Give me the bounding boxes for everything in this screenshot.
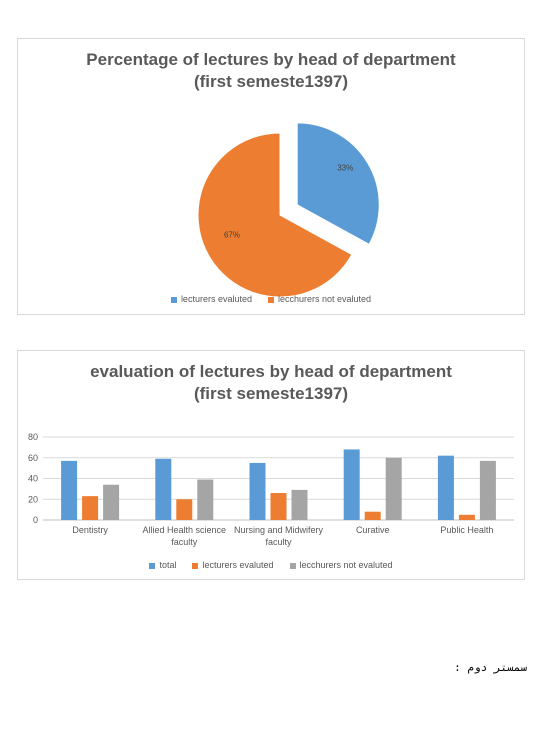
legend-label: lecturers evaluted <box>202 560 274 570</box>
x-category-label: Allied Health science faculty <box>143 525 227 547</box>
pie-legend: lecturers evaluted lecchurers not evalute… <box>18 294 524 304</box>
legend-swatch <box>192 562 199 569</box>
legend-entry: lecchurers not evaluted <box>267 294 372 304</box>
bar-chart-panel: evaluation of lectures by head of depart… <box>17 350 525 580</box>
pie-title-line: Percentage of lectures by head of depart… <box>86 50 456 69</box>
pie-subtitle-line: (first semeste1397) <box>193 72 349 91</box>
legend-entry: lecturers evaluted <box>192 560 274 570</box>
legend-swatch <box>149 562 156 569</box>
bar <box>249 462 266 520</box>
y-tick-label: 80 <box>28 432 38 442</box>
y-tick-label: 40 <box>28 474 38 484</box>
bar <box>103 484 120 520</box>
legend-label: lecchurers not evaluted <box>277 294 372 304</box>
bar <box>437 455 454 520</box>
legend-label: lecchurers not evaluted <box>299 560 393 570</box>
bar <box>364 511 381 520</box>
bar <box>197 479 214 520</box>
bar-chart-svg: 0 20 40 60 80 Dentistry Allied Health science f… <box>28 432 514 547</box>
bar <box>61 460 78 520</box>
pie-chart-title: Percentage of lectures by head of depart… <box>18 49 524 93</box>
bar-subtitle-line: (first semeste1397) <box>193 384 349 403</box>
x-category-label: Nursing and Midwifery faculty <box>234 525 324 547</box>
bar <box>291 489 308 520</box>
bar <box>82 496 99 520</box>
pie-data-label: 67% <box>224 230 240 239</box>
bar <box>458 514 475 520</box>
pie-slice-0 <box>296 122 380 246</box>
legend-swatch <box>170 296 177 303</box>
bar <box>270 493 287 520</box>
x-category-label: Dentistry <box>72 525 108 535</box>
y-tick-label: 20 <box>28 494 38 504</box>
bar <box>385 457 402 520</box>
legend-swatch <box>289 562 296 569</box>
y-tick-label: 60 <box>28 453 38 463</box>
x-category-label: Public Health <box>440 525 493 535</box>
bar-chart-title: evaluation of lectures by head of depart… <box>18 361 524 405</box>
pie-slice-1 <box>197 132 353 298</box>
bar <box>343 449 360 520</box>
bar <box>479 460 496 520</box>
bar <box>155 458 172 520</box>
pie-chart-panel: Percentage of lectures by head of depart… <box>17 38 525 315</box>
legend-label: lecturers evaluted <box>180 294 252 304</box>
bar-title-line: evaluation of lectures by head of depart… <box>90 362 452 381</box>
legend-label: total <box>159 560 177 570</box>
footer-note: سمستر دوم : <box>454 661 527 674</box>
x-category-label: Curative <box>356 525 390 535</box>
y-tick-label: 0 <box>33 515 38 525</box>
legend-entry: total <box>149 560 176 570</box>
bar <box>176 499 193 520</box>
legend-entry: lecturers evaluted <box>170 294 252 304</box>
pie-data-label: 33% <box>337 163 353 172</box>
legend-swatch <box>267 296 274 303</box>
legend-entry: lecchurers not evaluted <box>289 560 393 570</box>
bar-legend: total lecturers evaluted lecchurers not ev… <box>18 560 524 570</box>
pie-chart-svg: 33% 67% <box>197 122 380 298</box>
